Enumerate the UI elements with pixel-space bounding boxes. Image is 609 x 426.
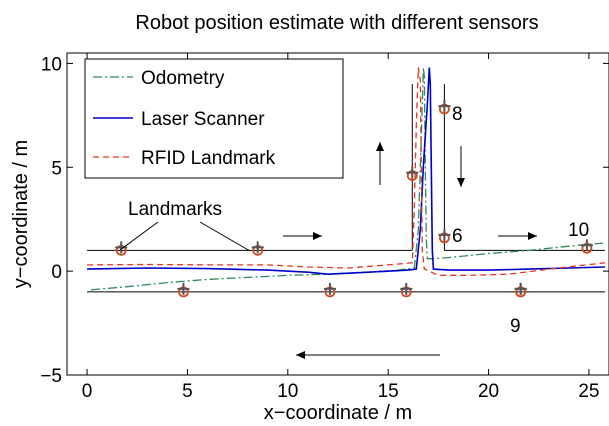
y-tick-label: 0 xyxy=(51,262,62,283)
legend: Odometry Laser Scanner RFID Landmark xyxy=(84,58,344,179)
x-axis-ticks: 0 5 10 15 20 25 xyxy=(82,53,599,402)
x-tick-label: 25 xyxy=(578,381,599,402)
direction-arrow-head xyxy=(457,178,465,187)
direction-arrows xyxy=(283,142,537,359)
direction-arrow-head xyxy=(376,142,384,151)
landmark-label-9: 9 xyxy=(510,316,521,337)
landmark-true-position xyxy=(115,241,128,254)
series-line-rfid-landmark xyxy=(87,67,606,276)
landmark-true-position xyxy=(177,282,190,295)
y-tick-label: 5 xyxy=(51,158,62,179)
direction-arrow-head xyxy=(296,351,305,359)
legend-label-rfid: RFID Landmark xyxy=(141,148,276,169)
landmark-label-8: 8 xyxy=(452,104,463,125)
series-line-laser-scanner xyxy=(87,67,606,276)
landmarks-pointer-right xyxy=(199,221,251,252)
landmark-true-position xyxy=(251,241,264,254)
x-tick-label: 15 xyxy=(378,381,399,402)
direction-arrow-head xyxy=(528,232,537,240)
landmark-true-position xyxy=(438,228,451,241)
y-axis-label: y−coordinate / m xyxy=(10,140,32,288)
landmark-label-6: 6 xyxy=(452,226,463,247)
x-axis-label: x−coordinate / m xyxy=(264,402,412,424)
x-tick-label: 10 xyxy=(277,381,298,402)
landmark-true-position xyxy=(400,282,413,295)
landmark-label-10: 10 xyxy=(568,220,589,241)
x-tick-label: 20 xyxy=(478,381,499,402)
x-tick-label: 0 xyxy=(82,381,93,402)
y-tick-label: −5 xyxy=(40,366,62,387)
y-axis-ticks: −5 0 5 10 xyxy=(40,54,609,387)
landmarks-annotation: Landmarks xyxy=(128,199,222,220)
landmark-true-position xyxy=(438,100,451,113)
legend-label-laser: Laser Scanner xyxy=(141,109,265,130)
landmark-true-position xyxy=(323,282,336,295)
landmark-layer xyxy=(115,100,593,298)
landmarks-pointer-left xyxy=(119,221,159,251)
direction-arrow-head xyxy=(313,232,322,240)
series-line-odometry xyxy=(91,67,604,291)
series-layer xyxy=(87,67,606,291)
legend-label-odometry: Odometry xyxy=(141,68,225,89)
landmark-true-position xyxy=(406,166,419,179)
x-tick-label: 5 xyxy=(182,381,193,402)
landmark-true-position xyxy=(514,282,527,295)
y-tick-label: 10 xyxy=(41,54,62,75)
chart-title: Robot position estimate with different s… xyxy=(135,12,538,34)
landmark-true-position xyxy=(580,239,593,252)
